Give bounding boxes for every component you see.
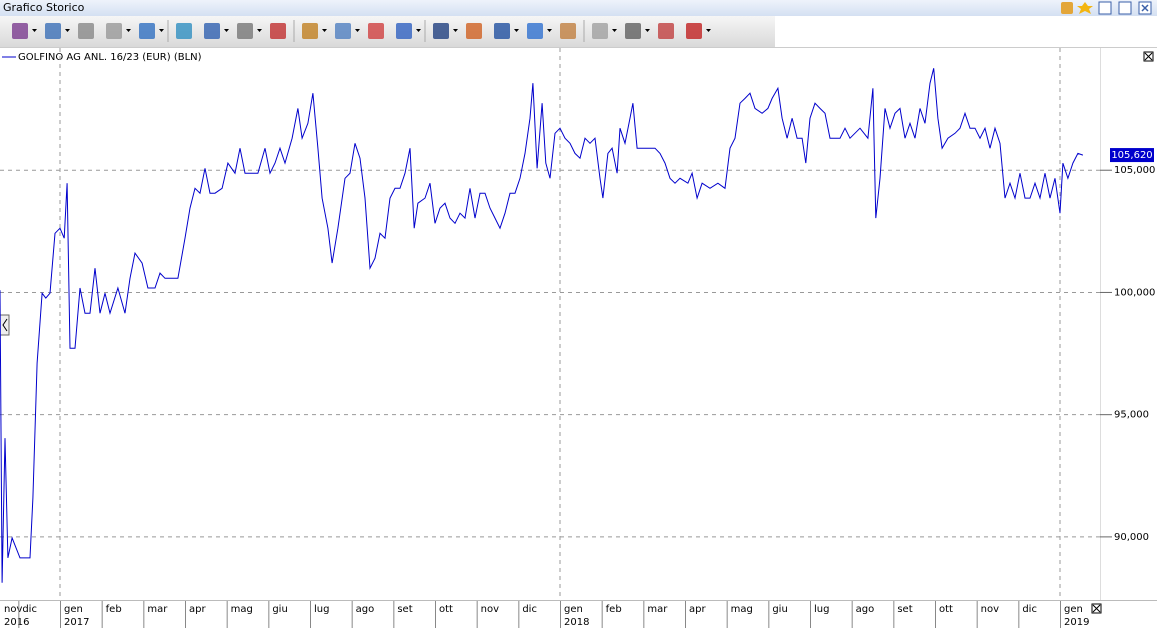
dropdown-arrow	[257, 29, 262, 32]
toolbar-button[interactable]	[204, 23, 220, 39]
x-tick-label: ago	[856, 604, 875, 615]
dropdown-arrow	[453, 29, 458, 32]
toolbar-button[interactable]	[139, 23, 155, 39]
x-year-label: 2019	[1064, 617, 1089, 628]
dropdown-arrow	[547, 29, 552, 32]
toolbar-button[interactable]	[270, 23, 286, 39]
x-year-label: 2017	[64, 617, 89, 628]
x-tick-label: nov	[981, 604, 999, 615]
x-tick-label: ott	[439, 604, 453, 615]
x-tick-label: mag	[731, 604, 753, 615]
x-year-label: 2016	[4, 617, 29, 628]
restore-button[interactable]	[1118, 1, 1132, 15]
x-tick-label: giu	[772, 604, 787, 615]
x-tick-label: ott	[939, 604, 953, 615]
toolbar-button[interactable]	[592, 23, 608, 39]
window-title: Grafico Storico	[3, 1, 85, 14]
y-tick-label: 100,000	[1114, 287, 1155, 298]
window-controls	[1061, 1, 1152, 15]
current-value-label: 105,620	[1111, 150, 1152, 161]
toolbar-button[interactable]	[560, 23, 576, 39]
toolbar-button[interactable]	[45, 23, 61, 39]
y-tick-label: 105,000	[1114, 165, 1155, 176]
x-tick-label: dic	[522, 604, 537, 615]
dropdown-arrow	[645, 29, 650, 32]
toolbar-button[interactable]	[176, 23, 192, 39]
toolbar-button[interactable]	[396, 23, 412, 39]
y-tick-label: 90,000	[1114, 532, 1149, 543]
x-tick-label: apr	[689, 604, 706, 615]
x-tick-label: nov	[481, 604, 499, 615]
x-tick-label: gen	[564, 604, 583, 615]
dropdown-arrow	[224, 29, 229, 32]
legend-label: GOLFINO AG ANL. 16/23 (EUR) (BLN)	[18, 52, 202, 63]
x-tick-label: gen	[1064, 604, 1083, 615]
x-tick-label: apr	[189, 604, 206, 615]
x-tick-label: feb	[606, 604, 622, 615]
x-tick-label: nov	[4, 604, 22, 615]
minimize-button[interactable]	[1098, 1, 1112, 15]
toolbar-button[interactable]	[78, 23, 94, 39]
dropdown-arrow	[355, 29, 360, 32]
toolbar-button[interactable]	[12, 23, 28, 39]
toolbar-button[interactable]	[106, 23, 122, 39]
x-tick-label: mag	[231, 604, 253, 615]
x-year-label: 2018	[564, 617, 589, 628]
toolbar-button[interactable]	[494, 23, 510, 39]
toolbar-button[interactable]	[302, 23, 318, 39]
x-tick-label: mar	[647, 604, 668, 615]
dropdown-arrow	[322, 29, 327, 32]
toolbar-button[interactable]	[368, 23, 384, 39]
close-chart[interactable]	[1143, 51, 1154, 62]
y-tick-label: 95,000	[1114, 410, 1149, 421]
tool-icon[interactable]	[1061, 2, 1073, 14]
dropdown-arrow	[416, 29, 421, 32]
x-tick-label: mar	[147, 604, 168, 615]
x-tick-label: set	[897, 604, 912, 615]
plot-area	[0, 48, 1100, 600]
close-axis[interactable]	[1091, 603, 1102, 614]
toolbar	[0, 16, 775, 47]
dropdown-arrow	[514, 29, 519, 32]
x-tick-label: dic	[22, 604, 37, 615]
x-tick-label: dic	[1022, 604, 1037, 615]
title-bar	[0, 0, 1157, 16]
close-icon	[1141, 4, 1149, 12]
toolbar-buttons	[12, 20, 711, 42]
current-value-box	[1110, 148, 1154, 163]
toolbar-button[interactable]	[466, 23, 482, 39]
dropdown-arrow	[126, 29, 131, 32]
favorite-button[interactable]	[1077, 2, 1093, 14]
x-tick-label: gen	[64, 604, 83, 615]
toolbar-button[interactable]	[658, 23, 674, 39]
x-tick-label: set	[397, 604, 412, 615]
x-tick-label: lug	[814, 604, 829, 615]
toolbar-button[interactable]	[237, 23, 253, 39]
toolbar-button[interactable]	[433, 23, 449, 39]
dropdown-arrow	[32, 29, 37, 32]
dropdown-arrow	[706, 29, 711, 32]
toolbar-button[interactable]	[625, 23, 641, 39]
scroll-left[interactable]	[0, 314, 10, 336]
x-tick-label: giu	[272, 604, 287, 615]
dropdown-arrow	[612, 29, 617, 32]
x-tick-label: feb	[106, 604, 122, 615]
dropdown-arrow	[159, 29, 164, 32]
price-line	[0, 68, 1084, 583]
x-tick-label: lug	[314, 604, 329, 615]
toolbar-button[interactable]	[335, 23, 351, 39]
dropdown-arrow	[65, 29, 70, 32]
toolbar-button[interactable]	[686, 23, 702, 39]
toolbar-button[interactable]	[527, 23, 543, 39]
x-tick-label: ago	[356, 604, 375, 615]
